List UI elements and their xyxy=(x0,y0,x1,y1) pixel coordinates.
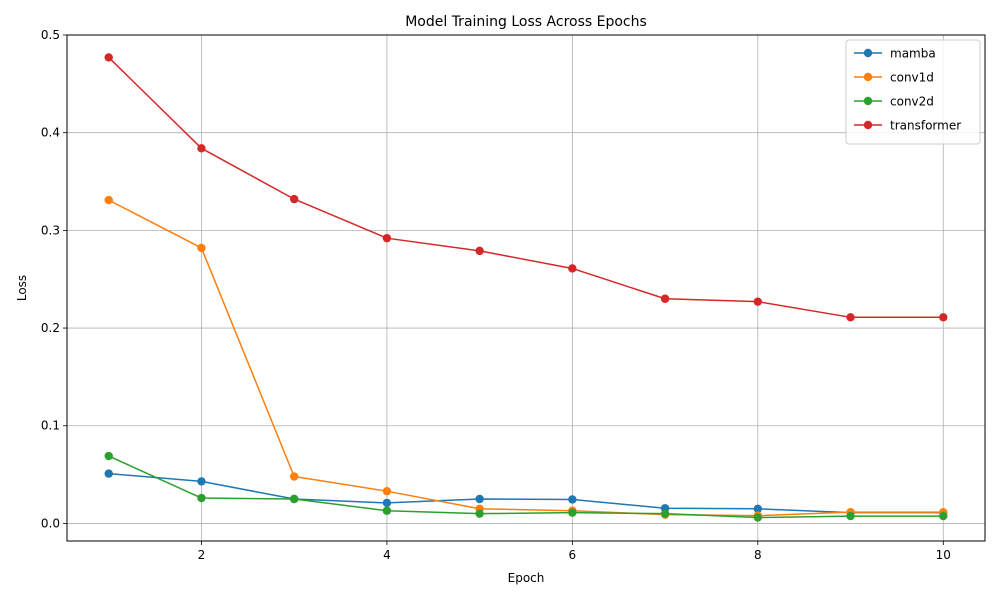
legend-swatch-marker xyxy=(863,48,873,58)
data-point-transformer xyxy=(197,144,206,153)
data-point-conv2d xyxy=(846,511,855,521)
chart-title: Model Training Loss Across Epochs xyxy=(405,14,647,30)
series-line-conv1d xyxy=(108,199,944,517)
data-point-transformer xyxy=(568,264,577,273)
y-axis-label: Loss xyxy=(15,275,29,301)
data-point-mamba xyxy=(104,469,113,478)
data-point-transformer xyxy=(846,313,855,322)
data-point-transformer xyxy=(660,294,670,303)
data-point-mamba xyxy=(568,495,577,504)
data-point-transformer xyxy=(382,233,392,243)
legend-item-mamba: mamba xyxy=(854,47,936,61)
legend-swatch-marker xyxy=(863,120,873,130)
series-lines xyxy=(104,53,948,522)
data-point-conv2d xyxy=(475,509,484,518)
data-point-conv2d xyxy=(289,494,299,504)
legend-item-conv2d: conv2d xyxy=(854,95,934,109)
x-tick-label: 10 xyxy=(936,548,951,562)
x-tick-label: 8 xyxy=(754,548,762,562)
data-point-mamba xyxy=(753,504,763,513)
legend-label: conv1d xyxy=(890,71,934,85)
series-conv1d xyxy=(104,195,948,520)
legend-swatch-marker xyxy=(863,96,873,106)
data-point-conv1d xyxy=(382,486,392,496)
data-point-mamba xyxy=(382,498,392,508)
series-conv2d xyxy=(104,451,948,522)
data-point-conv2d xyxy=(104,451,113,461)
plot-frame xyxy=(66,34,986,542)
y-tick-label: 0.5 xyxy=(41,28,60,42)
y-tick-label: 0.4 xyxy=(41,126,60,140)
legend-item-transformer: transformer xyxy=(854,119,961,133)
data-point-conv2d xyxy=(382,506,392,515)
legend-item-conv1d: conv1d xyxy=(854,71,934,85)
x-tick-label: 4 xyxy=(383,548,391,562)
legend-label: transformer xyxy=(890,119,961,133)
data-point-conv2d xyxy=(197,493,206,503)
series-transformer xyxy=(104,53,948,322)
legend-label: mamba xyxy=(890,47,936,61)
x-tick-label: 6 xyxy=(569,548,577,562)
legend: mamba conv1d conv2d transformer xyxy=(845,39,981,145)
y-tick-label: 0.0 xyxy=(41,516,60,530)
data-point-mamba xyxy=(475,494,484,504)
data-point-conv2d xyxy=(568,508,577,517)
series-line-conv2d xyxy=(108,455,944,519)
data-point-transformer xyxy=(104,53,113,62)
data-point-transformer xyxy=(753,297,763,306)
legend-label: conv2d xyxy=(890,95,934,109)
series-mamba xyxy=(104,469,948,517)
data-point-conv1d xyxy=(104,195,113,205)
data-point-transformer xyxy=(475,246,484,256)
data-point-conv2d xyxy=(660,509,670,518)
x-axis-label: Epoch xyxy=(508,571,545,585)
data-point-conv2d xyxy=(939,511,948,521)
data-point-transformer xyxy=(939,313,948,322)
data-point-conv1d xyxy=(197,243,206,253)
y-tick-label: 0.2 xyxy=(41,321,60,335)
data-point-mamba xyxy=(197,477,206,486)
data-point-transformer xyxy=(289,194,299,204)
axis-ticks: 2 4 6 8 10 0.0 0.1 0.2 0.3 0.4 0.5 xyxy=(41,28,951,562)
series-line-mamba xyxy=(108,472,944,514)
legend-box xyxy=(845,39,981,145)
data-point-conv2d xyxy=(753,513,763,522)
data-point-conv1d xyxy=(289,472,299,481)
legend-swatch-marker xyxy=(863,72,873,82)
y-tick-label: 0.3 xyxy=(41,223,60,237)
x-tick-label: 2 xyxy=(198,548,206,562)
y-tick-label: 0.1 xyxy=(41,419,60,433)
series-line-transformer xyxy=(108,56,944,319)
